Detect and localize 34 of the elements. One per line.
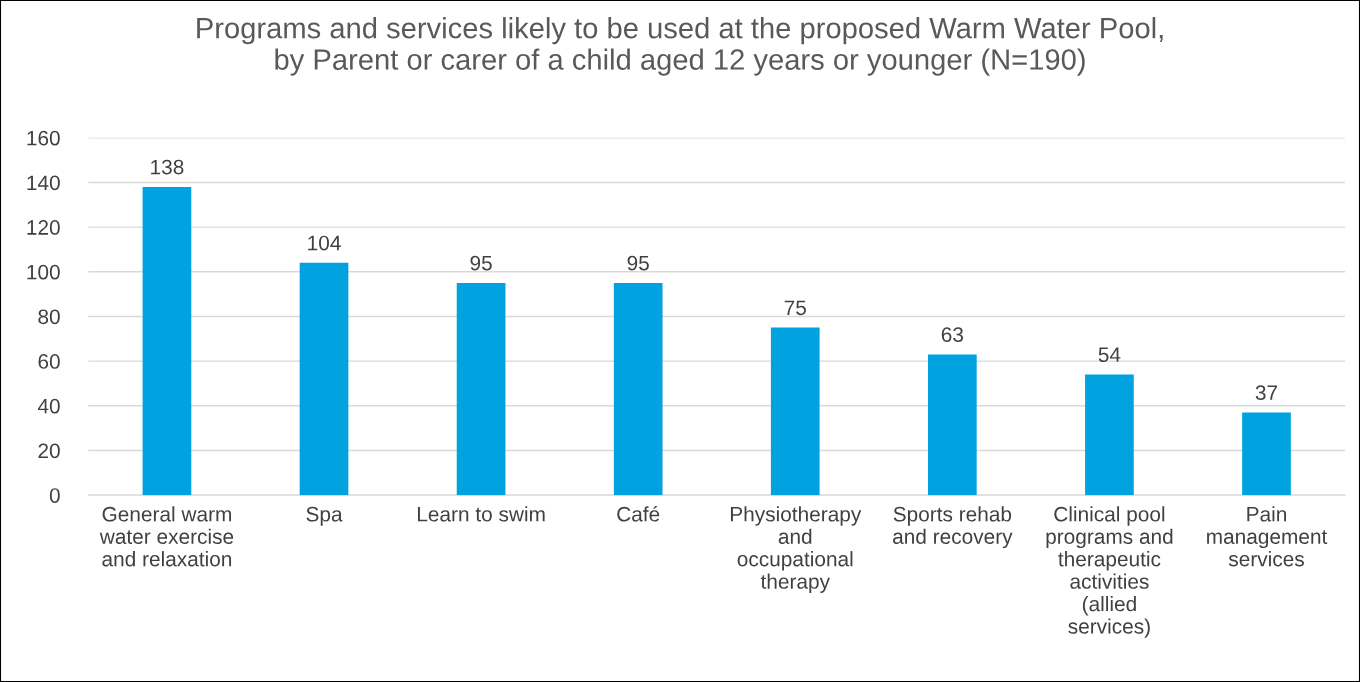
- x-tick-label: Learn to swim: [417, 506, 545, 522]
- y-tick-label: 40: [37, 398, 60, 414]
- bar: [613, 282, 663, 496]
- data-label: 95: [470, 255, 492, 271]
- data-label: 75: [784, 300, 806, 316]
- data-label: 37: [1255, 385, 1278, 401]
- x-tick-label: Physiotherapy and occupational therapy: [730, 506, 862, 593]
- x-tick-label: General warm water exercise and relaxation: [99, 506, 234, 567]
- bar: [142, 186, 192, 496]
- x-tick-label: Pain management services: [1207, 506, 1328, 567]
- y-tick-label: 20: [38, 443, 60, 459]
- chart-title: Programs and services likely to be used at the proposed Warm Water Pool, by Parent or carer of a child aged 12 years or younger (N=190): [197, 17, 1163, 76]
- y-tick-label: 100: [27, 264, 60, 280]
- data-label: 104: [308, 235, 341, 251]
- x-tick-label: Sports rehab and recovery: [893, 506, 1013, 549]
- y-tick-label: 160: [27, 130, 60, 146]
- bar: [456, 282, 506, 496]
- y-tick-label: 60: [38, 354, 60, 369]
- data-label: 54: [1098, 347, 1121, 363]
- data-label: 63: [941, 327, 964, 342]
- y-tick-label: 140: [27, 175, 60, 191]
- data-label: 138: [151, 159, 184, 175]
- bar: [770, 327, 820, 496]
- x-tick-label: Café: [617, 506, 660, 522]
- data-label: 95: [627, 255, 649, 271]
- y-tick-label: 0: [49, 488, 60, 503]
- y-tick-label: 120: [27, 220, 60, 235]
- y-tick-label: 80: [38, 309, 60, 325]
- x-tick-label: Spa: [306, 506, 343, 526]
- x-tick-label: Clinical pool programs and therapeutic activities (allied services): [1046, 506, 1173, 638]
- bar: [299, 262, 349, 496]
- bar: [927, 354, 977, 496]
- bar: [1242, 412, 1291, 496]
- bar: [1085, 374, 1134, 496]
